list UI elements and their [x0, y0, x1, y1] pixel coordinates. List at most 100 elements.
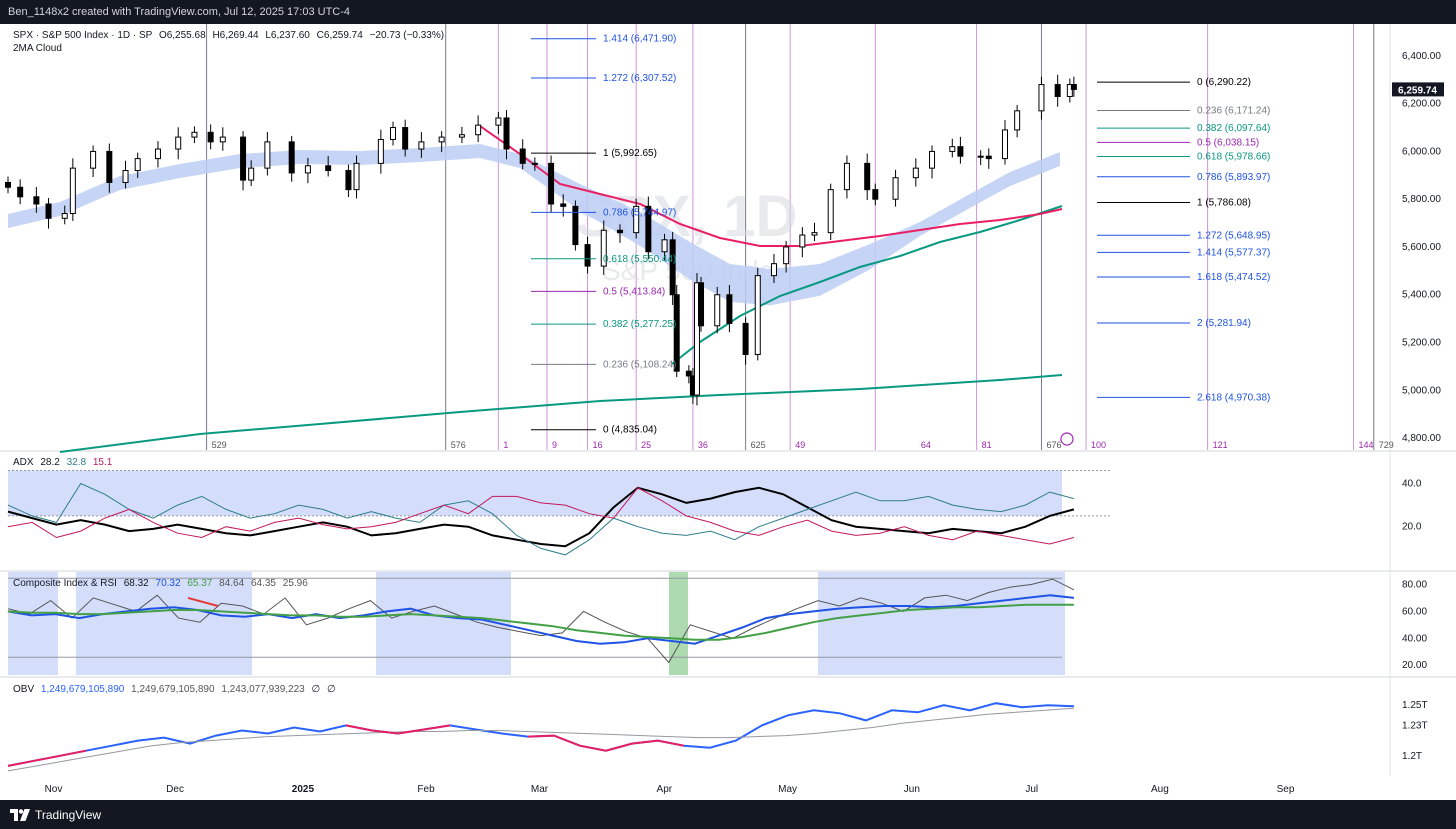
candle-down	[402, 127, 409, 150]
rsi-bullish-zone	[376, 572, 511, 675]
candle-down	[1070, 84, 1077, 90]
bar-count-label: 576	[451, 440, 466, 450]
time-axis-label: Dec	[166, 784, 184, 795]
obv-pink-segment	[527, 734, 685, 752]
candle-up	[1066, 84, 1073, 97]
candle-up	[191, 131, 198, 138]
candle-up	[353, 162, 360, 191]
bar-count-label: 729	[1379, 440, 1394, 450]
obv-legend[interactable]: OBV 1,249,679,105,890 1,249,679,105,890 …	[13, 684, 336, 695]
fib-left-label: 0 (4,835.04)	[603, 425, 657, 436]
symbol-title[interactable]: SPX · S&P 500 Index · 1D · SP	[13, 30, 153, 41]
obv-pink-segment	[7, 749, 87, 767]
open-value: O6,255.68	[158, 30, 206, 41]
candle-down	[864, 162, 871, 191]
adx-tick-label: 40.0	[1402, 478, 1422, 489]
candle-up	[377, 138, 384, 164]
time-axis-label: Apr	[657, 784, 673, 795]
obv-series-1	[7, 707, 1074, 772]
time-axis-label: May	[778, 784, 797, 795]
tradingview-logo[interactable]: TradingView	[10, 808, 101, 822]
candle-down	[616, 229, 623, 234]
bar-count-label: 81	[982, 440, 992, 450]
candle-up	[770, 263, 777, 277]
candle-up	[799, 234, 806, 248]
obv-tick-label: 1.2T	[1402, 751, 1422, 762]
indicator-name: 2MA Cloud	[13, 43, 62, 54]
rsi-legend[interactable]: Composite Index & RSI 68.32 70.32 65.37 …	[13, 578, 308, 589]
price-tick-label: 5,800.00	[1402, 194, 1441, 205]
candle-up	[714, 294, 721, 327]
bar-count-label: 9	[552, 440, 557, 450]
candle-down	[240, 136, 247, 181]
candle-up	[154, 148, 161, 160]
candle-down	[1054, 84, 1061, 97]
rsi-tick-label: 80.00	[1402, 579, 1427, 590]
fib-right-label: 2.618 (4,970.38)	[1197, 392, 1270, 403]
candle-up	[69, 167, 76, 215]
candle-down	[872, 189, 879, 200]
candle-up	[418, 141, 425, 150]
candle-down	[584, 244, 591, 267]
candle-up	[219, 136, 226, 143]
candle-down	[560, 203, 567, 207]
candle-up	[661, 239, 668, 253]
candle-down	[698, 282, 705, 327]
price-tick-label: 5,200.00	[1402, 338, 1441, 349]
candle-up	[929, 150, 936, 169]
candle-down	[742, 322, 749, 355]
fib-left-label: 0.786 (5,744.97)	[603, 207, 676, 218]
obv-pink-segment	[345, 724, 451, 735]
ma-200-line	[59, 374, 1063, 453]
chart-canvas[interactable]: 529 576 1 9 16 25 36 625 49 64 81 676 100 121 144 729 SP…	[0, 24, 1456, 800]
rsi-bullish-zone	[8, 572, 58, 675]
price-tick-label: 6,000.00	[1402, 146, 1441, 157]
fib-right-label: 0.786 (5,893.97)	[1197, 172, 1270, 183]
rsi-tick-label: 40.00	[1402, 633, 1427, 644]
rsi-series-0	[7, 578, 1075, 664]
di-minus-value: 15.1	[92, 457, 113, 468]
candle-up	[754, 275, 761, 355]
di-plus-value: 32.8	[66, 457, 87, 468]
candle-up	[892, 177, 899, 200]
obv-ma-value: 1,243,077,939,223	[221, 684, 305, 695]
bar-count-label: 49	[795, 440, 805, 450]
obv-title: OBV	[13, 684, 35, 695]
adx-series-2	[7, 487, 1075, 545]
rsi-ma-value: 65.37	[187, 578, 213, 589]
fib-right-label: 0.5 (6,038.15)	[1197, 137, 1259, 148]
candle-up	[949, 146, 956, 152]
price-tick-label: 6,200.00	[1402, 99, 1441, 110]
composite-value: 68.32	[123, 578, 149, 589]
candle-up	[693, 282, 700, 396]
ma-pink-line	[479, 125, 1063, 247]
obv-empty-1: ∅	[311, 684, 321, 695]
adx-legend[interactable]: ADX 28.2 32.8 15.1	[13, 457, 112, 468]
candle-up	[248, 167, 255, 181]
adx-tick-label: 20.0	[1402, 522, 1422, 533]
fib-left-label: 1 (5,992.65)	[603, 148, 657, 159]
time-axis-label: Mar	[531, 784, 549, 795]
time-axis-label: 2025	[292, 784, 315, 795]
rsi-upper-value: 84.64	[219, 578, 245, 589]
bar-count-label: 529	[212, 440, 227, 450]
candle-up	[1038, 84, 1045, 112]
high-value: H6,269.44	[212, 30, 259, 41]
fib-right-label: 1.414 (5,577.37)	[1197, 247, 1270, 258]
indicator-legend[interactable]: 2MA Cloud	[13, 43, 62, 54]
fib-left-label: 0.236 (5,108.24)	[603, 359, 676, 370]
candle-down	[325, 165, 332, 172]
rsi-tick-label: 20.00	[1402, 660, 1427, 671]
footer-bar: TradingView	[0, 800, 1456, 829]
candle-up	[633, 205, 640, 234]
candle-up	[783, 246, 790, 265]
fib-right-label: 0.618 (5,978.66)	[1197, 152, 1270, 163]
candle-up	[1001, 129, 1008, 160]
bar-count-label: 121	[1213, 440, 1228, 450]
bar-count-label: 16	[593, 440, 603, 450]
attribution-text: Ben_1148x2 created with TradingView.com,…	[8, 6, 351, 18]
candle-down	[669, 239, 676, 296]
candle-up	[304, 165, 311, 174]
time-axis-label: Sep	[1277, 784, 1295, 795]
rsi-mid-value: 64.35	[250, 578, 276, 589]
